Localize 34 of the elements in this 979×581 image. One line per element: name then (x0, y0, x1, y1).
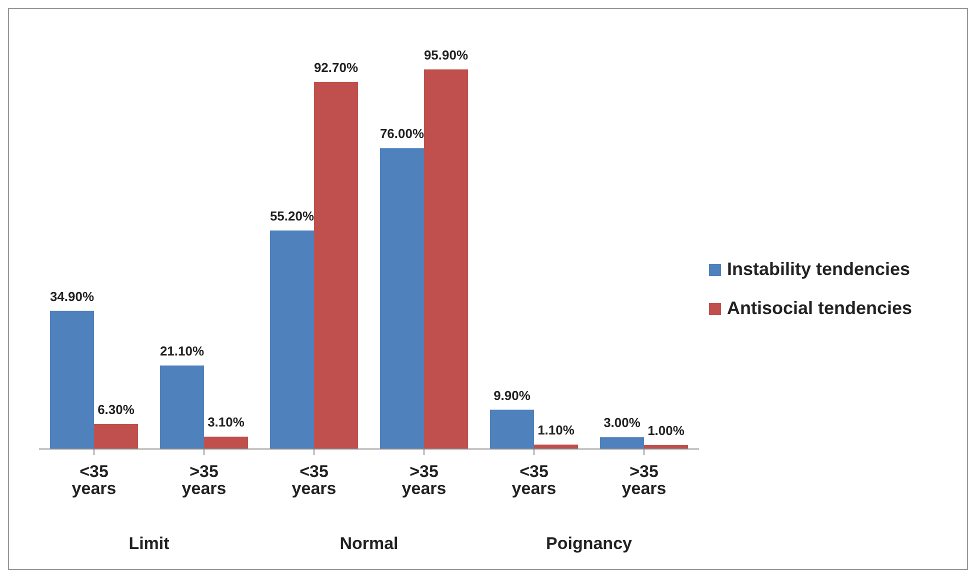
bar (600, 437, 644, 449)
data-label: 55.20% (270, 208, 314, 224)
bar (314, 82, 358, 449)
bar (204, 436, 248, 449)
data-label: 21.10% (160, 343, 204, 358)
data-label: 95.90% (424, 47, 468, 62)
data-label: 3.00% (604, 415, 641, 430)
x-tick-label: >35 years (182, 462, 226, 498)
data-label: 34.90% (50, 288, 94, 304)
data-label: 1.10% (538, 422, 575, 438)
data-label: 1.00% (648, 423, 685, 438)
legend-label: Instability tendencies (727, 259, 910, 280)
bar (424, 69, 468, 449)
bar (50, 310, 94, 449)
data-label: 92.70% (314, 60, 358, 76)
bar (270, 230, 314, 449)
text: Normal (340, 534, 398, 553)
text: Poignancy (546, 534, 633, 553)
text: Limit (128, 534, 170, 553)
x-tick-label: >35 years (402, 462, 446, 498)
data-label: 3.10% (208, 414, 245, 430)
x-tick-label: <35 years (512, 462, 556, 498)
x-tick-label: >35 years (622, 462, 666, 498)
x-tick-label: <35 years (72, 462, 116, 498)
bar (380, 148, 424, 449)
bar (534, 444, 578, 449)
bar (160, 365, 204, 449)
data-label: 6.30% (98, 402, 135, 418)
bar (94, 424, 138, 449)
x-tick-label: <35 years (292, 462, 336, 498)
data-label: 76.00% (380, 126, 424, 142)
legend-label: Antisocial tendencies (727, 298, 912, 319)
data-label: 9.90% (494, 388, 531, 403)
bar (490, 410, 534, 449)
